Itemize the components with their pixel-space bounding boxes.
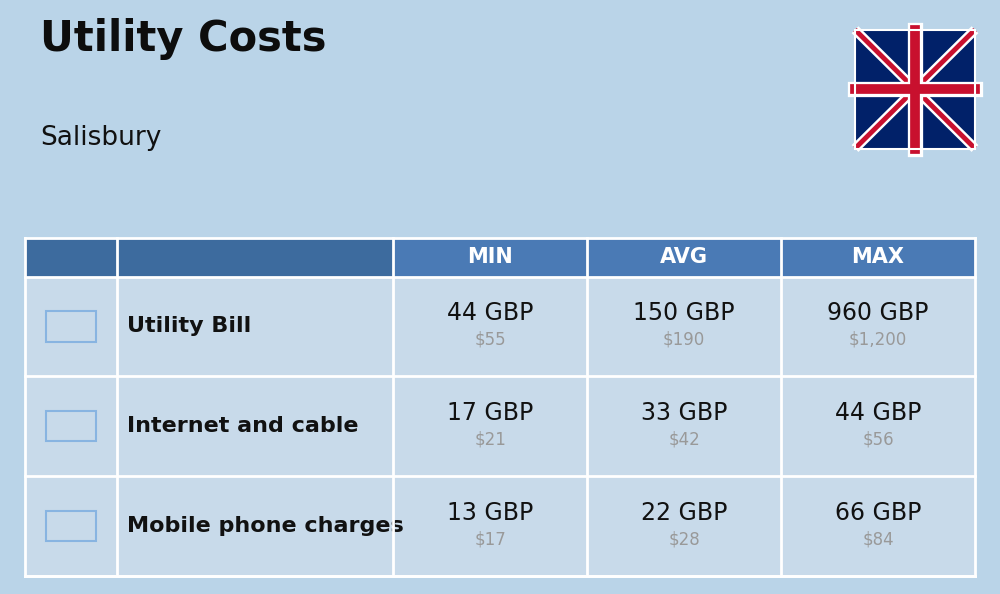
Text: 13 GBP: 13 GBP <box>447 501 533 525</box>
Bar <box>46 511 96 541</box>
Text: $28: $28 <box>668 530 700 548</box>
Text: Utility Bill: Utility Bill <box>127 317 251 336</box>
Text: 44 GBP: 44 GBP <box>835 402 921 425</box>
Text: 17 GBP: 17 GBP <box>447 402 533 425</box>
Text: 150 GBP: 150 GBP <box>633 302 735 326</box>
Text: $55: $55 <box>474 330 506 349</box>
Bar <box>25 476 975 576</box>
Text: Utility Costs: Utility Costs <box>40 18 326 60</box>
Text: $17: $17 <box>474 530 506 548</box>
Text: MIN: MIN <box>467 247 513 267</box>
Text: Salisbury: Salisbury <box>40 125 161 151</box>
Text: 22 GBP: 22 GBP <box>641 501 727 525</box>
Text: $190: $190 <box>663 330 705 349</box>
Text: 44 GBP: 44 GBP <box>447 302 533 326</box>
Text: 33 GBP: 33 GBP <box>641 402 727 425</box>
Text: 66 GBP: 66 GBP <box>835 501 921 525</box>
Text: Mobile phone charges: Mobile phone charges <box>127 516 404 536</box>
Bar <box>855 30 975 148</box>
Bar <box>25 238 975 277</box>
Text: Internet and cable: Internet and cable <box>127 416 359 437</box>
Bar <box>117 238 393 277</box>
Bar <box>46 311 96 342</box>
Text: $42: $42 <box>668 430 700 448</box>
Text: 960 GBP: 960 GBP <box>827 302 929 326</box>
Text: $21: $21 <box>474 430 506 448</box>
Bar <box>25 377 975 476</box>
Text: MAX: MAX <box>852 247 905 267</box>
Bar <box>855 30 975 148</box>
Bar <box>46 411 96 441</box>
Bar <box>25 277 975 377</box>
Text: $56: $56 <box>862 430 894 448</box>
Text: AVG: AVG <box>660 247 708 267</box>
Bar <box>25 238 117 277</box>
Text: $84: $84 <box>862 530 894 548</box>
Text: $1,200: $1,200 <box>849 330 907 349</box>
